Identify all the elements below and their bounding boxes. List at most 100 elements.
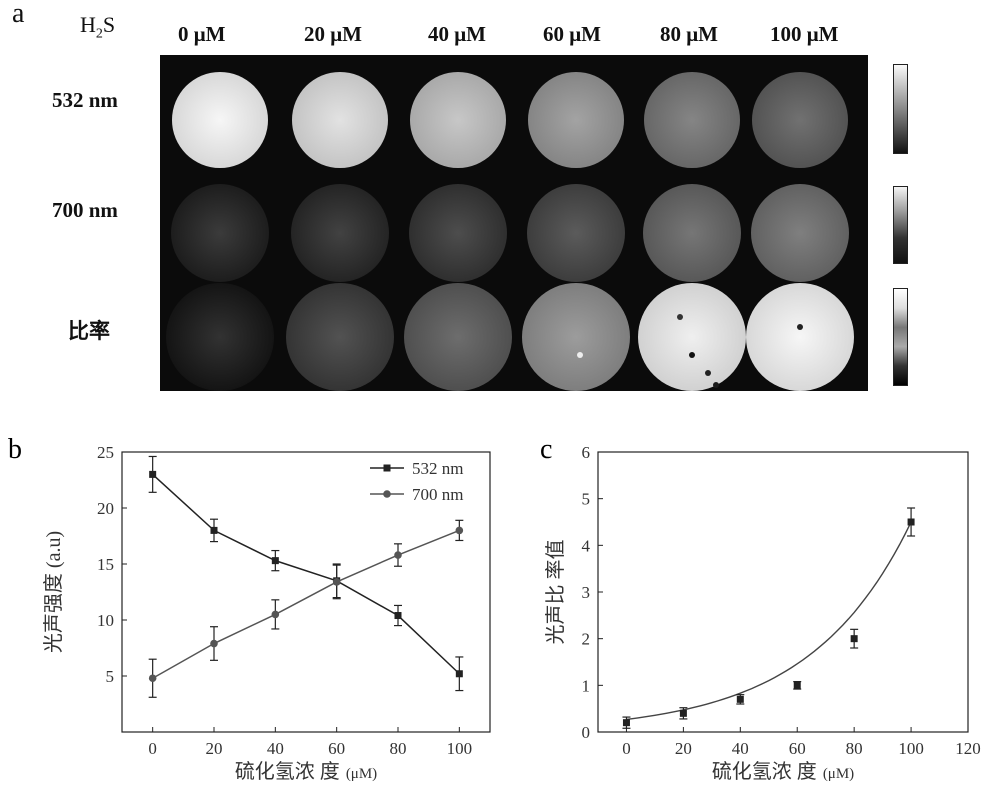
x-axis-label: 硫化氢浓 度 (μM) [235, 760, 377, 783]
y-tick-label: 2 [582, 630, 591, 649]
data-point [736, 695, 744, 703]
speckle [797, 324, 803, 330]
col-head-20: 20 μM [304, 22, 362, 46]
speckle [713, 382, 719, 388]
data-point [455, 670, 463, 678]
panel-a-letter: a [12, 0, 25, 29]
y-tick-label: 25 [97, 443, 114, 462]
data-point [271, 557, 279, 565]
photoacoustic-image-panel [160, 55, 868, 391]
y-axis-label: 光声强度 (a.u) [42, 531, 65, 653]
analyte-s: S [102, 12, 116, 37]
plot-frame [121, 451, 491, 733]
x-axis-label: 硫化氢浓 度 (μM) [712, 760, 854, 783]
well-r1-c4 [643, 184, 741, 282]
well-r2-c0 [166, 283, 274, 391]
colorbar-ratio [893, 288, 908, 386]
data-point [850, 635, 858, 643]
analyte-subscript: 2 [95, 26, 103, 42]
x-tick-label: 80 [846, 739, 863, 758]
x-axis-label-main: 硫化氢浓 度 [235, 760, 340, 783]
data-point [622, 719, 630, 727]
x-tick-label: 100 [898, 739, 924, 758]
speckle [577, 352, 583, 358]
series-line [152, 529, 460, 679]
data-point [271, 610, 280, 619]
well-r0-c0 [172, 72, 268, 168]
data-point [394, 612, 402, 620]
y-tick-label: 15 [97, 555, 114, 574]
data-point [210, 526, 218, 534]
well-r0-c1 [292, 72, 388, 168]
x-tick-label: 0 [148, 739, 157, 758]
well-r2-c1 [286, 283, 394, 391]
y-tick-label: 0 [582, 723, 591, 742]
well-r2-c5 [746, 283, 854, 391]
col-head-100: 100 μM [770, 22, 839, 46]
data-point [394, 551, 402, 559]
col-head-40: 40 μM [428, 22, 486, 46]
well-r1-c5 [751, 184, 849, 282]
x-tick-label: 40 [732, 739, 749, 758]
panel-c-letter: c [540, 434, 552, 465]
x-tick-label: 0 [622, 739, 631, 758]
data-point [455, 526, 464, 535]
x-tick-label: 20 [206, 739, 223, 758]
x-tick-label: 40 [267, 739, 284, 758]
well-r1-c2 [409, 184, 507, 282]
col-head-0: 0 μM [178, 22, 226, 46]
well-r1-c3 [527, 184, 625, 282]
analyte-h: H [80, 12, 96, 37]
x-tick-label: 120 [955, 739, 981, 758]
well-r0-c3 [528, 72, 624, 168]
colorbar-700 [893, 186, 908, 264]
x-tick-label: 100 [447, 739, 473, 758]
y-tick-label: 10 [97, 611, 114, 630]
well-r0-c4 [644, 72, 740, 168]
col-head-80: 80 μM [660, 22, 718, 46]
y-tick-label: 5 [582, 490, 591, 509]
fit-curve [626, 521, 912, 721]
legend-label: 532 nm [412, 459, 463, 478]
legend-marker [383, 490, 391, 498]
legend-marker [383, 464, 391, 472]
x-tick-label: 60 [328, 739, 345, 758]
y-tick-label: 3 [582, 583, 591, 602]
y-tick-label: 20 [97, 499, 114, 518]
well-r0-c2 [410, 72, 506, 168]
x-axis-label-unit: (μM) [346, 766, 377, 782]
row-head-700: 700 nm [52, 198, 118, 222]
y-tick-label: 1 [582, 676, 591, 695]
data-point [679, 709, 687, 717]
data-point [332, 578, 341, 586]
x-tick-label: 60 [789, 739, 806, 758]
well-r0-c5 [752, 72, 848, 168]
well-r1-c0 [171, 184, 269, 282]
y-tick-label: 6 [582, 443, 591, 462]
row-head-532: 532 nm [52, 88, 118, 112]
legend-label: 700 nm [412, 485, 463, 504]
well-r2-c2 [404, 283, 512, 391]
panel-b-letter: b [8, 434, 22, 465]
series-line [152, 473, 460, 675]
plot-frame [597, 451, 969, 733]
y-tick-label: 4 [582, 536, 591, 555]
data-point [149, 470, 157, 478]
well-r2-c4 [638, 283, 746, 391]
y-axis-label: 光声比 率值 [544, 540, 567, 645]
chart-b: 0 20 40 60 80 100 5 10 15 20 25 硫化氢浓 度 (μM) 光声强度 (a.u… [42, 443, 491, 783]
well-r1-c1 [291, 184, 389, 282]
data-point [148, 674, 157, 683]
x-tick-label: 20 [675, 739, 692, 758]
well-image-grid [166, 72, 854, 391]
speckle [689, 352, 695, 358]
colorbar-532 [893, 64, 908, 154]
speckle [705, 370, 711, 376]
x-tick-label: 80 [390, 739, 407, 758]
row-head-ratio: 比率 [68, 319, 110, 343]
well-r2-c3 [522, 283, 630, 391]
x-axis-label-unit: (μM) [823, 766, 854, 782]
col-head-60: 60 μM [543, 22, 601, 46]
data-point [907, 518, 915, 526]
